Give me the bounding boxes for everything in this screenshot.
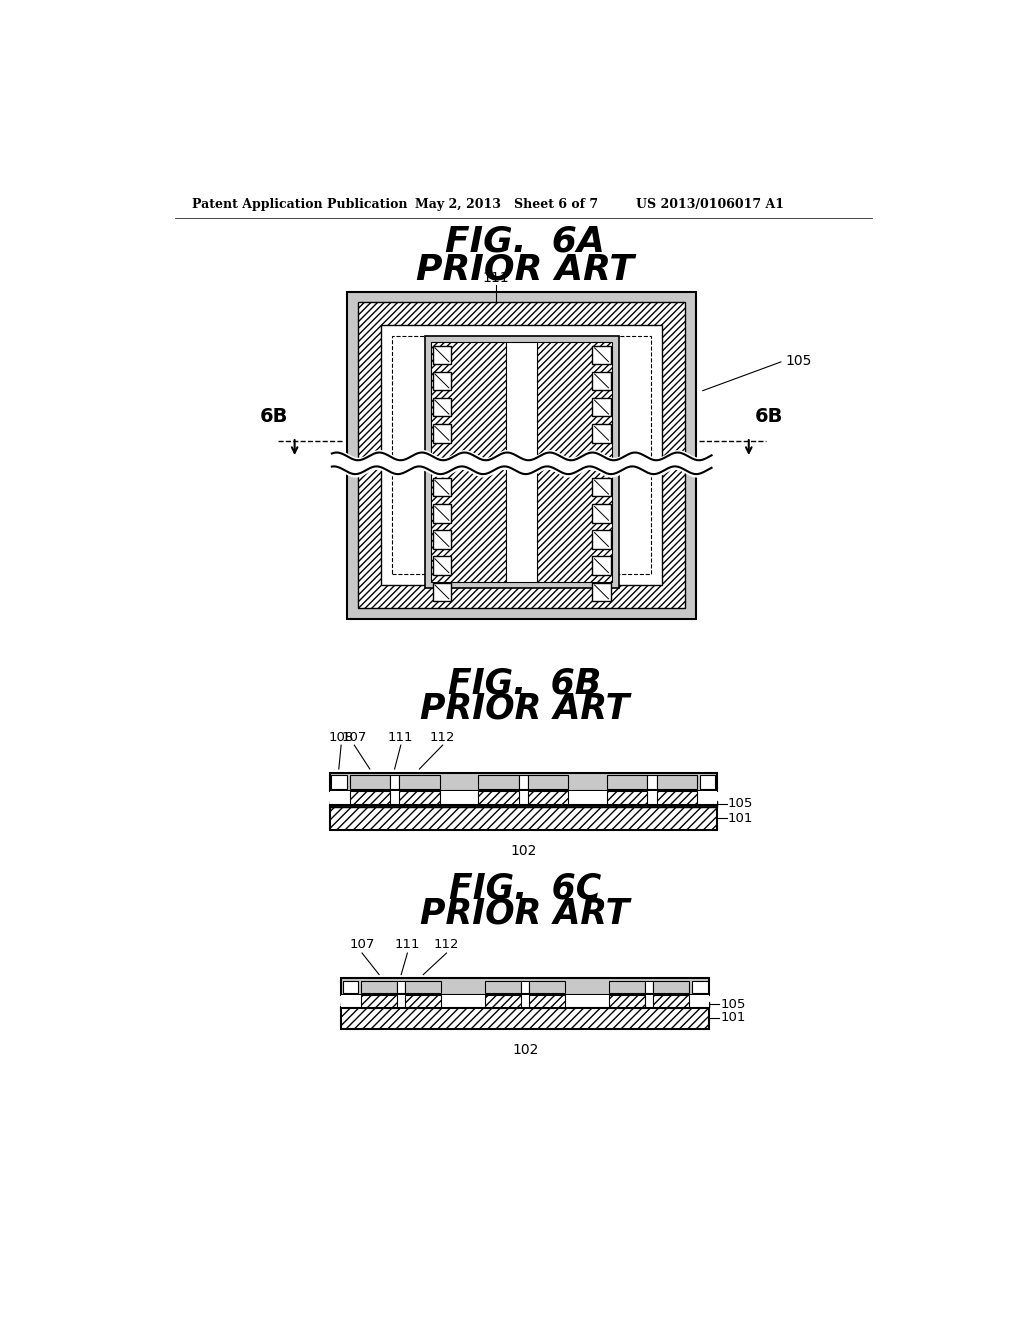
Text: PRIOR ART: PRIOR ART — [420, 692, 630, 725]
Text: 6B: 6B — [755, 407, 783, 426]
Bar — [432, 424, 452, 442]
Bar — [528, 775, 568, 789]
Bar — [609, 995, 645, 1007]
Bar — [607, 775, 647, 789]
Bar — [358, 302, 685, 609]
Text: FIG.  6C: FIG. 6C — [449, 871, 601, 906]
Bar — [592, 424, 611, 442]
Bar — [529, 981, 565, 993]
Bar — [656, 792, 697, 805]
Bar — [506, 342, 538, 582]
Text: 105: 105 — [728, 797, 754, 810]
Text: 107: 107 — [342, 730, 367, 743]
Bar — [399, 792, 439, 805]
Bar — [432, 397, 452, 416]
Text: 111: 111 — [482, 272, 509, 285]
Text: 112: 112 — [430, 730, 456, 743]
Bar — [432, 531, 452, 549]
Bar — [528, 792, 568, 805]
Text: 102: 102 — [510, 845, 537, 858]
Bar — [330, 800, 717, 807]
Bar — [592, 557, 611, 576]
Bar — [692, 981, 708, 993]
Bar — [425, 337, 618, 589]
Bar — [341, 1002, 710, 1007]
Bar — [609, 981, 645, 993]
Bar — [656, 775, 697, 789]
Text: FIG.  6B: FIG. 6B — [449, 667, 601, 701]
Bar — [330, 807, 717, 830]
Bar — [361, 995, 397, 1007]
Bar — [653, 981, 689, 993]
Bar — [592, 582, 611, 601]
Bar — [432, 582, 452, 601]
Text: 107: 107 — [349, 939, 375, 952]
Text: Patent Application Publication: Patent Application Publication — [191, 198, 408, 211]
Bar — [330, 774, 717, 792]
Bar — [397, 981, 406, 993]
Text: 101: 101 — [720, 1011, 745, 1024]
Text: US 2013/0106017 A1: US 2013/0106017 A1 — [636, 198, 783, 211]
Bar — [347, 292, 696, 619]
Bar — [592, 397, 611, 416]
Bar — [592, 504, 611, 523]
Text: 6B: 6B — [260, 407, 289, 426]
Bar — [341, 995, 710, 1007]
Text: PRIOR ART: PRIOR ART — [420, 896, 630, 931]
Bar — [381, 326, 662, 585]
Bar — [343, 981, 358, 993]
Bar — [349, 775, 390, 789]
Bar — [406, 995, 441, 1007]
Bar — [432, 372, 452, 391]
Bar — [529, 995, 565, 1007]
Bar — [521, 981, 529, 993]
Text: 101: 101 — [728, 812, 754, 825]
Bar — [647, 775, 656, 789]
Text: 105: 105 — [785, 354, 812, 368]
Text: 111: 111 — [394, 939, 420, 952]
Bar — [653, 995, 689, 1007]
Bar — [592, 372, 611, 391]
Text: May 2, 2013   Sheet 6 of 7: May 2, 2013 Sheet 6 of 7 — [415, 198, 598, 211]
Bar — [392, 337, 651, 574]
Bar — [432, 478, 452, 496]
Text: 111: 111 — [388, 730, 414, 743]
Bar — [431, 342, 506, 582]
Bar — [399, 775, 439, 789]
Bar — [331, 775, 346, 789]
Text: 108: 108 — [329, 730, 353, 743]
Text: 112: 112 — [434, 939, 460, 952]
Bar — [592, 531, 611, 549]
Bar — [330, 792, 717, 805]
Bar — [592, 346, 611, 364]
Text: FIG.  6A: FIG. 6A — [444, 224, 605, 259]
Bar — [485, 981, 521, 993]
Bar — [432, 557, 452, 576]
Bar — [518, 775, 528, 789]
Bar — [349, 792, 390, 805]
Text: 102: 102 — [512, 1043, 539, 1057]
Bar — [432, 504, 452, 523]
Bar — [485, 995, 521, 1007]
Bar — [341, 978, 710, 995]
Bar — [432, 346, 452, 364]
Bar — [361, 981, 397, 993]
Bar — [478, 792, 518, 805]
Bar — [478, 775, 518, 789]
Bar — [341, 1007, 710, 1028]
Text: PRIOR ART: PRIOR ART — [416, 252, 634, 286]
Bar — [390, 775, 399, 789]
Text: 105: 105 — [720, 998, 745, 1011]
Bar — [700, 775, 716, 789]
Bar — [607, 792, 647, 805]
Bar — [592, 478, 611, 496]
Bar — [406, 981, 441, 993]
Bar — [538, 342, 612, 582]
Bar — [645, 981, 653, 993]
